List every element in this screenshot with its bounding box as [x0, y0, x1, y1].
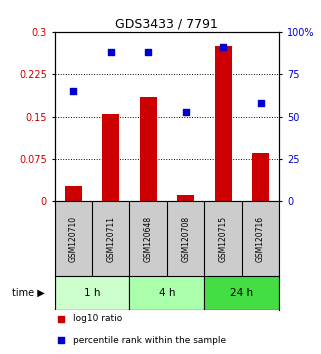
Bar: [177, 195, 194, 201]
Point: [59, 316, 64, 321]
Text: 24 h: 24 h: [230, 288, 253, 298]
Text: GSM120716: GSM120716: [256, 216, 265, 262]
Bar: [140, 97, 157, 201]
Point: [183, 109, 188, 114]
Bar: [252, 153, 269, 201]
Point: [59, 337, 64, 343]
FancyBboxPatch shape: [55, 276, 129, 310]
Text: GSM120708: GSM120708: [181, 216, 190, 262]
Point: [258, 100, 263, 106]
FancyBboxPatch shape: [204, 276, 279, 310]
FancyBboxPatch shape: [129, 276, 204, 310]
Bar: [215, 46, 231, 201]
Bar: [65, 185, 82, 201]
Point: [108, 49, 113, 55]
Point: [221, 44, 226, 50]
Text: GSM120711: GSM120711: [106, 216, 115, 262]
Text: GSM120648: GSM120648: [144, 216, 153, 262]
Bar: [102, 114, 119, 201]
Point: [146, 49, 151, 55]
Text: GSM120715: GSM120715: [219, 216, 228, 262]
Text: time ▶: time ▶: [13, 288, 45, 298]
Text: percentile rank within the sample: percentile rank within the sample: [73, 336, 226, 345]
Text: log10 ratio: log10 ratio: [73, 314, 122, 323]
Text: 1 h: 1 h: [84, 288, 100, 298]
Text: GSM120710: GSM120710: [69, 216, 78, 262]
Point: [71, 88, 76, 94]
Title: GDS3433 / 7791: GDS3433 / 7791: [116, 18, 218, 31]
Text: 4 h: 4 h: [159, 288, 175, 298]
